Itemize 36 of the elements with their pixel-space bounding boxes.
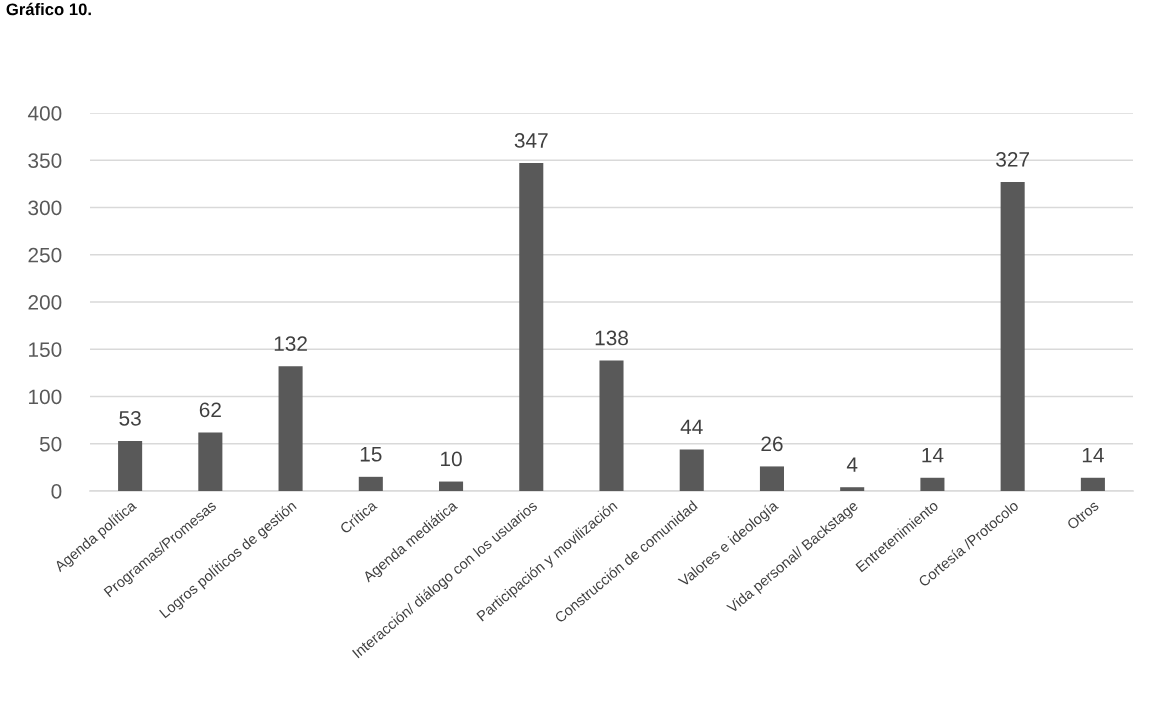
y-tick-label: 150 — [29, 342, 62, 357]
data-label: 26 — [761, 436, 783, 452]
data-label: 10 — [441, 451, 462, 467]
bar — [920, 477, 945, 491]
data-label: 4 — [846, 457, 858, 472]
y-tick-label: 300 — [28, 200, 62, 216]
y-tick-label: 350 — [28, 153, 62, 168]
bar — [840, 487, 865, 491]
bar — [439, 481, 464, 491]
data-label: 62 — [199, 402, 221, 418]
data-label: 15 — [360, 447, 382, 462]
y-tick-label: 0 — [51, 484, 62, 499]
bar — [278, 366, 303, 491]
data-label: 14 — [922, 448, 944, 463]
y-tick-label: 50 — [39, 436, 62, 452]
bar — [519, 163, 544, 491]
bar — [198, 432, 223, 491]
data-label: 53 — [119, 410, 141, 426]
data-label: 138 — [595, 330, 628, 346]
bar — [1080, 477, 1105, 491]
data-label: 347 — [514, 133, 548, 148]
y-tick-label: 100 — [29, 389, 62, 405]
bar — [679, 449, 704, 491]
text: Gráfico 10. — [6, 2, 91, 16]
bar — [759, 466, 784, 491]
y-tick-label: 200 — [28, 295, 62, 310]
bar — [599, 360, 624, 491]
data-label: 327 — [996, 152, 1029, 167]
y-tick-label: 400 — [27, 106, 62, 121]
bar — [118, 440, 143, 491]
data-label: 44 — [680, 419, 703, 434]
data-label: 132 — [274, 336, 307, 352]
data-label: 14 — [1082, 448, 1104, 463]
bar — [358, 476, 383, 491]
y-tick-label: 250 — [28, 247, 62, 263]
bar — [1000, 181, 1025, 491]
